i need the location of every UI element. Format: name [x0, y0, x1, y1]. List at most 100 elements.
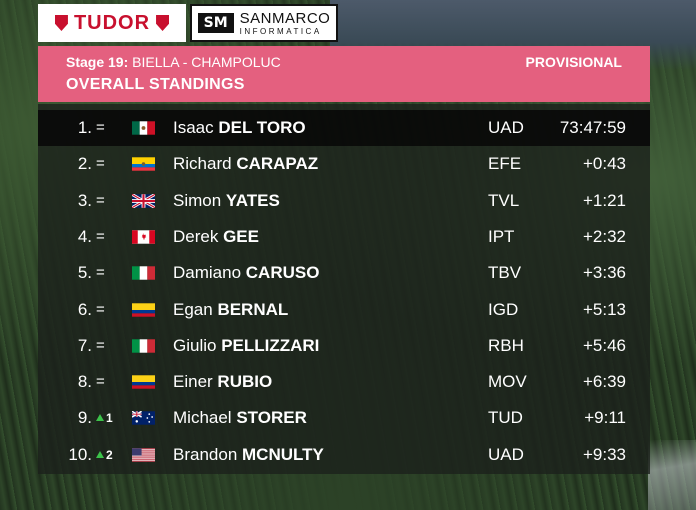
- rider-last-name: MCNULTY: [242, 444, 324, 464]
- table-row: 6. = Egan BERNAL IGD +5:13: [38, 292, 650, 328]
- gc-time: +5:46: [582, 335, 626, 355]
- team-code: IGD: [488, 299, 519, 319]
- sanmarco-mark-icon: SM: [197, 13, 234, 33]
- rider-first-name: Einer: [173, 372, 218, 392]
- rider-first-name: Richard: [173, 154, 237, 174]
- background-stream: [648, 440, 696, 510]
- team-code: UAD: [488, 118, 524, 137]
- canada-flag-icon: [132, 230, 155, 244]
- rank-position: 5.: [77, 263, 92, 283]
- rider-first-name: Michael: [173, 408, 237, 428]
- rider-first-name: Egan: [173, 299, 218, 319]
- gc-time: +9:33: [582, 444, 626, 464]
- rank-position: 10.: [68, 444, 92, 464]
- rider-last-name: STORER: [236, 408, 307, 428]
- rider-name: Simon YATES: [173, 183, 280, 219]
- rider-last-name: DEL TORO: [218, 118, 306, 137]
- rank-position: 3.: [77, 190, 92, 210]
- rider-last-name: CARAPAZ: [236, 154, 319, 174]
- table-row: 4. = Derek GEE IPT +2:32: [38, 219, 650, 255]
- team-code: MOV: [488, 372, 527, 392]
- table-row: 9. 1 Michael STORER TUD +9:11: [38, 400, 650, 436]
- rider-last-name: GEE: [223, 226, 259, 246]
- stage-label: Stage 19:: [66, 54, 129, 70]
- sanmarco-logo: SM SANMARCO INFORMATICA: [190, 4, 338, 42]
- rank-change: 2: [96, 437, 130, 473]
- rank-position: 6.: [77, 299, 92, 319]
- sanmarco-name: SANMARCO: [239, 9, 331, 27]
- gc-time: +2:32: [582, 226, 626, 246]
- rider-first-name: Giulio: [173, 335, 222, 355]
- standings-table: 1. = Isaac DEL TORO UAD 73:47:59 2. = Richard C…: [38, 104, 650, 474]
- tudor-logo: TUDOR: [38, 4, 186, 42]
- team-code: IPT: [488, 226, 515, 246]
- tudor-shield-icon: [156, 15, 170, 31]
- gc-time: +0:43: [582, 154, 626, 174]
- rank-position: 9.: [77, 408, 92, 428]
- rank-change: =: [96, 227, 105, 245]
- gc-time: +3:36: [582, 263, 626, 283]
- rider-name: Brandon MCNULTY: [173, 437, 324, 473]
- rider-last-name: PELLIZZARI: [221, 335, 320, 355]
- rider-name: Michael STORER: [173, 400, 307, 436]
- rider-name: Einer RUBIO: [173, 364, 272, 400]
- rider-last-name: CARUSO: [245, 263, 320, 283]
- stage-line: Stage 19: BIELLA - CHAMPOLUC PROVISIONAL: [66, 54, 622, 70]
- rank-change: =: [96, 155, 105, 173]
- gc-time: +6:39: [582, 372, 626, 392]
- italy-flag-icon: [132, 339, 155, 353]
- tudor-shield-icon: [54, 15, 68, 31]
- colombia-flag-icon: [132, 375, 155, 389]
- rider-name: Giulio PELLIZZARI: [173, 328, 319, 364]
- rank-change: =: [96, 336, 105, 354]
- rank-position: 7.: [77, 335, 92, 355]
- table-row: 10. 2 Brandon MCNULTY UAD +9:33: [38, 437, 650, 473]
- rider-last-name: RUBIO: [217, 372, 273, 392]
- gc-time: +9:11: [584, 408, 626, 428]
- team-code: TUD: [488, 408, 523, 428]
- rank-change: =: [96, 300, 105, 318]
- team-code: UAD: [488, 444, 524, 464]
- mexico-flag-icon: [132, 121, 155, 135]
- table-row: 8. = Einer RUBIO MOV +6:39: [38, 364, 650, 400]
- table-row: 1. = Isaac DEL TORO UAD 73:47:59: [38, 110, 650, 146]
- gc-time: 73:47:59: [559, 118, 626, 137]
- italy-flag-icon: [132, 266, 155, 280]
- australia-flag-icon: [131, 411, 155, 426]
- colombia-flag-icon: [132, 302, 155, 317]
- team-code: RBH: [488, 335, 524, 355]
- rank-change: =: [96, 264, 105, 282]
- tudor-logo-text: TUDOR: [73, 11, 151, 34]
- table-row: 5. = Damiano CARUSO TBV +3:36: [38, 255, 650, 291]
- table-row: 7. = Giulio PELLIZZARI RBH +5:46: [38, 328, 650, 364]
- status-badge: PROVISIONAL: [525, 54, 622, 70]
- sanmarco-sub: INFORMATICA: [239, 26, 322, 36]
- usa-flag-icon: [132, 447, 155, 462]
- rider-last-name: YATES: [225, 190, 280, 210]
- rider-last-name: BERNAL: [217, 299, 289, 319]
- rider-first-name: Isaac: [173, 118, 219, 137]
- rider-name: Damiano CARUSO: [173, 255, 319, 291]
- team-code: TBV: [488, 263, 522, 283]
- up-arrow-icon: [96, 450, 104, 458]
- team-code: TVL: [488, 190, 520, 210]
- rank-position: 8.: [77, 372, 92, 392]
- table-row: 2. = Richard CARAPAZ EFE +0:43: [38, 146, 650, 182]
- rank-position: 4.: [77, 226, 92, 246]
- table-row: 3. = Simon YATES TVL +1:21: [38, 183, 650, 219]
- rider-name: Derek GEE: [173, 219, 259, 255]
- stage-info: Stage 19: BIELLA - CHAMPOLUC: [66, 54, 281, 70]
- rank-position: 1.: [77, 118, 92, 137]
- up-arrow-icon: [96, 414, 104, 422]
- gc-time: +1:21: [582, 190, 626, 210]
- sanmarco-wordmark: SANMARCO INFORMATICA: [240, 11, 331, 36]
- page-title: OVERALL STANDINGS: [66, 76, 245, 93]
- gc-time: +5:13: [582, 299, 626, 319]
- rider-first-name: Derek: [173, 226, 224, 246]
- rider-first-name: Brandon: [173, 444, 242, 464]
- rank-position: 2.: [77, 154, 92, 174]
- rank-change: =: [96, 191, 105, 209]
- rank-change: =: [96, 373, 105, 391]
- rider-first-name: Simon: [173, 190, 226, 210]
- rank-change: 1: [96, 400, 130, 436]
